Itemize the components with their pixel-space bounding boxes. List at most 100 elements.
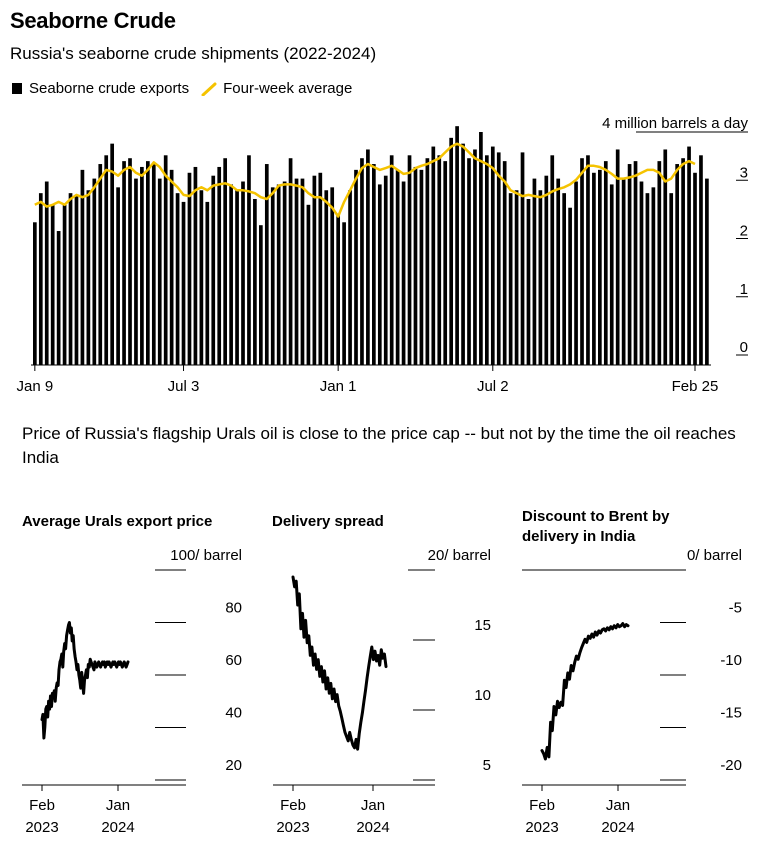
bar	[699, 155, 703, 365]
bar	[372, 164, 376, 365]
legend-bars-label: Seaborne crude exports	[29, 80, 190, 97]
bar	[80, 169, 85, 365]
bar	[657, 161, 662, 366]
bar	[395, 169, 400, 365]
bar	[693, 172, 697, 365]
bar	[336, 213, 341, 365]
bar	[568, 207, 572, 365]
bar	[687, 146, 691, 365]
bar	[538, 190, 543, 365]
bar	[467, 158, 471, 365]
bar	[705, 178, 709, 365]
bar	[270, 187, 275, 365]
bar	[348, 190, 352, 365]
legend-line-swatch	[201, 82, 217, 96]
bar	[223, 158, 228, 365]
bar	[140, 166, 144, 365]
x-tick-label: Jul 3	[168, 378, 200, 395]
y-tick-label: -15	[720, 705, 742, 722]
bar	[627, 164, 632, 365]
bar	[520, 152, 525, 365]
bar	[473, 149, 477, 365]
x-tick-label: 2023	[276, 819, 309, 836]
bar	[104, 155, 109, 365]
bar	[562, 193, 567, 365]
bar	[276, 184, 281, 365]
bar	[609, 184, 614, 365]
bar	[187, 172, 192, 365]
bar	[419, 169, 424, 365]
bar	[122, 161, 126, 366]
bar	[532, 178, 537, 365]
bar	[437, 155, 442, 365]
bar	[383, 175, 388, 365]
bar	[681, 158, 685, 365]
y-tick-label: -20	[720, 757, 742, 774]
bar	[389, 155, 394, 365]
bar	[259, 225, 263, 365]
note-text: Price of Russia's flagship Urals oil is …	[22, 424, 736, 467]
data-line	[40, 621, 130, 740]
bar	[128, 158, 132, 365]
y-tick-label: -10	[720, 652, 742, 669]
bar	[324, 190, 329, 365]
bar	[264, 164, 269, 365]
bar	[211, 175, 216, 365]
y-tick-label: 1	[740, 281, 748, 298]
urals-price-chart: 100/ barrel 80 60 40 20 Feb 2023 Jan 2024	[22, 547, 242, 836]
bar	[300, 178, 305, 365]
y-tick-label: 5	[483, 757, 491, 774]
bar	[496, 152, 501, 365]
bar	[449, 137, 454, 365]
bar	[253, 198, 257, 365]
bar	[229, 184, 233, 365]
bar	[615, 149, 620, 365]
bar	[633, 161, 638, 366]
main-bar-chart: 0 1 2 3 4 million barrels a day Jan 9 Jul 3 Jan…	[16, 115, 748, 395]
legend-line-label: Four-week average	[223, 80, 353, 97]
bar	[330, 187, 335, 365]
y-tick-label: 80	[225, 600, 242, 617]
bar	[199, 190, 204, 365]
bar	[675, 164, 680, 365]
bar	[502, 161, 507, 366]
small-chart-title-discount: Discount to Brent by delivery in India	[522, 508, 670, 545]
bar	[38, 193, 43, 365]
bar	[651, 187, 656, 365]
x-tick-label: Jan	[361, 797, 385, 814]
bar	[485, 155, 489, 365]
bar	[360, 158, 364, 365]
bar	[163, 155, 168, 365]
bar	[134, 178, 138, 365]
bar	[490, 146, 495, 365]
bar	[205, 201, 210, 365]
bar	[603, 161, 608, 366]
bar	[461, 143, 465, 365]
bar	[282, 181, 287, 365]
bar	[110, 143, 115, 365]
bar	[68, 193, 73, 365]
y-tick-label: 2	[740, 223, 748, 240]
bar	[44, 181, 49, 365]
bar	[431, 146, 436, 365]
x-tick-label: 2023	[25, 819, 58, 836]
bar	[86, 190, 91, 365]
bar	[92, 178, 97, 365]
chart-subtitle: Russia's seaborne crude shipments (2022-…	[10, 44, 377, 63]
bar	[354, 169, 358, 365]
x-tick-label: 2023	[525, 819, 558, 836]
bar	[312, 175, 317, 365]
bar	[235, 190, 239, 365]
bar	[479, 132, 483, 365]
bar	[33, 222, 37, 365]
y-tick-label: 20/ barrel	[428, 547, 491, 564]
bar	[663, 149, 668, 365]
bar	[443, 161, 448, 366]
four-week-average-line	[34, 142, 696, 218]
y-tick-label: 3	[740, 164, 748, 181]
bar	[56, 231, 61, 365]
bar	[455, 126, 459, 366]
y-tick-label: 15	[474, 617, 491, 634]
y-unit-label: 4 million barrels a day	[602, 115, 748, 132]
x-tick-label: Jan 1	[320, 378, 357, 395]
